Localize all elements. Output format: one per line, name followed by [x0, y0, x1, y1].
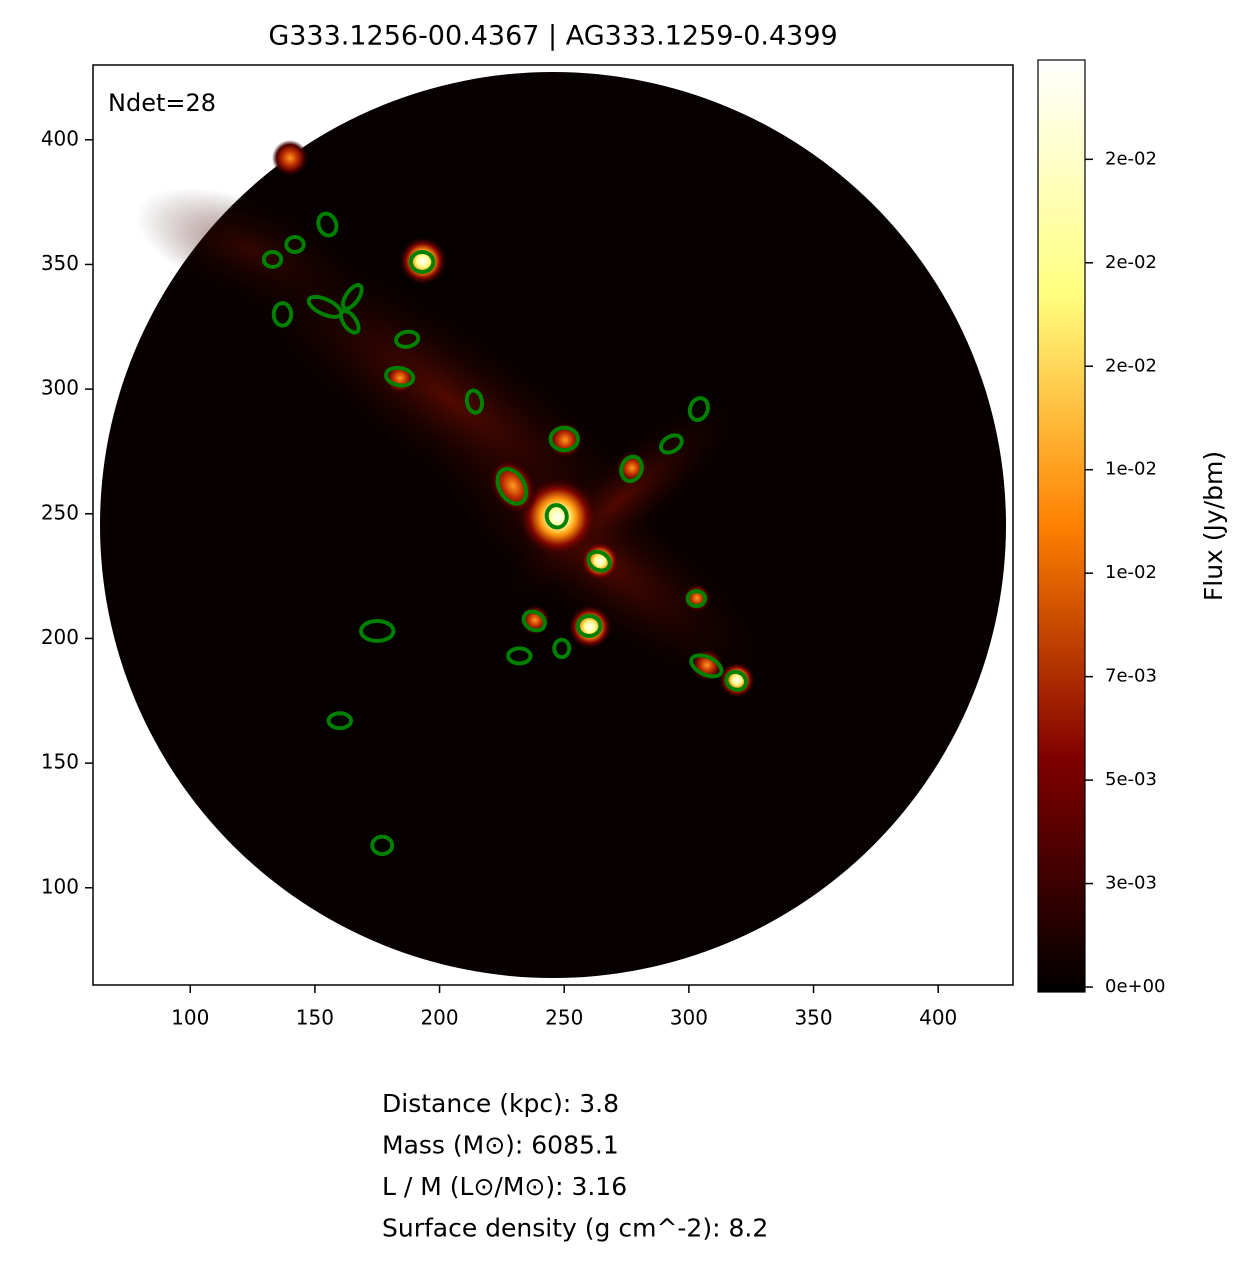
- aperture: [370, 834, 395, 857]
- colorbar-label: Flux (Jy/bm): [1199, 451, 1228, 601]
- x-tick-label: 400: [919, 1006, 957, 1030]
- colorbar-tick-label: 1e-02: [1105, 562, 1157, 583]
- aperture: [339, 308, 361, 335]
- info-line: Distance (kpc): 3.8: [382, 1089, 619, 1118]
- y-tick-label: 150: [41, 750, 79, 774]
- colorbar-tick-label: 3e-03: [1105, 873, 1157, 894]
- aperture: [687, 396, 710, 423]
- aperture: [359, 618, 396, 643]
- aperture: [495, 467, 529, 506]
- y-tick-label: 250: [41, 500, 79, 524]
- x-tick-label: 300: [670, 1006, 708, 1030]
- aperture: [689, 653, 724, 679]
- colorbar-tick-label: 2e-02: [1105, 252, 1157, 273]
- colorbar-tick-label: 7e-03: [1105, 666, 1157, 687]
- y-tick-label: 100: [41, 874, 79, 898]
- colorbar-tick-label: 2e-02: [1105, 355, 1157, 376]
- aperture: [408, 249, 436, 274]
- aperture: [316, 211, 339, 238]
- aperture: [394, 329, 421, 349]
- colorbar-tick-label: 5e-03: [1105, 769, 1157, 790]
- annotation: Ndet=28: [108, 89, 216, 117]
- y-tick-label: 200: [41, 625, 79, 649]
- y-tick-label: 350: [41, 251, 79, 275]
- aperture: [659, 433, 684, 455]
- chart-title: G333.1256-00.4367 | AG333.1259-0.4399: [268, 21, 837, 52]
- colorbar-tick-label: 0e+00: [1105, 976, 1166, 997]
- x-tick-label: 250: [545, 1006, 583, 1030]
- aperture: [619, 454, 644, 484]
- aperture: [326, 711, 354, 731]
- aperture: [271, 301, 294, 328]
- info-line: L / M (L⊙/M⊙): 3.16: [382, 1172, 627, 1201]
- x-tick-label: 200: [420, 1006, 458, 1030]
- colorbar-tick-label: 2e-02: [1105, 148, 1157, 169]
- aperture: [464, 388, 485, 415]
- aperture: [552, 637, 572, 660]
- plot-frame: [92, 64, 1014, 986]
- aperture: [575, 614, 603, 638]
- colorbar-tick-label: 1e-02: [1105, 459, 1157, 480]
- aperture: [261, 249, 284, 269]
- aperture: [544, 503, 569, 530]
- x-tick-label: 150: [296, 1006, 334, 1030]
- aperture: [340, 283, 364, 311]
- info-line: Surface density (g cm^-2): 8.2: [382, 1214, 768, 1243]
- aperture: [724, 669, 749, 692]
- aperture: [506, 646, 533, 666]
- aperture: [521, 609, 547, 633]
- aperture: [384, 365, 416, 388]
- x-tick-label: 350: [794, 1006, 832, 1030]
- aperture: [548, 425, 580, 453]
- aperture: [586, 549, 612, 573]
- x-tick-label: 100: [171, 1006, 209, 1030]
- y-tick-label: 300: [41, 376, 79, 400]
- y-tick-label: 400: [41, 126, 79, 150]
- colorbar: [1037, 59, 1086, 993]
- aperture: [685, 589, 708, 609]
- aperture: [284, 235, 306, 254]
- info-line: Mass (M⊙): 6085.1: [382, 1131, 619, 1160]
